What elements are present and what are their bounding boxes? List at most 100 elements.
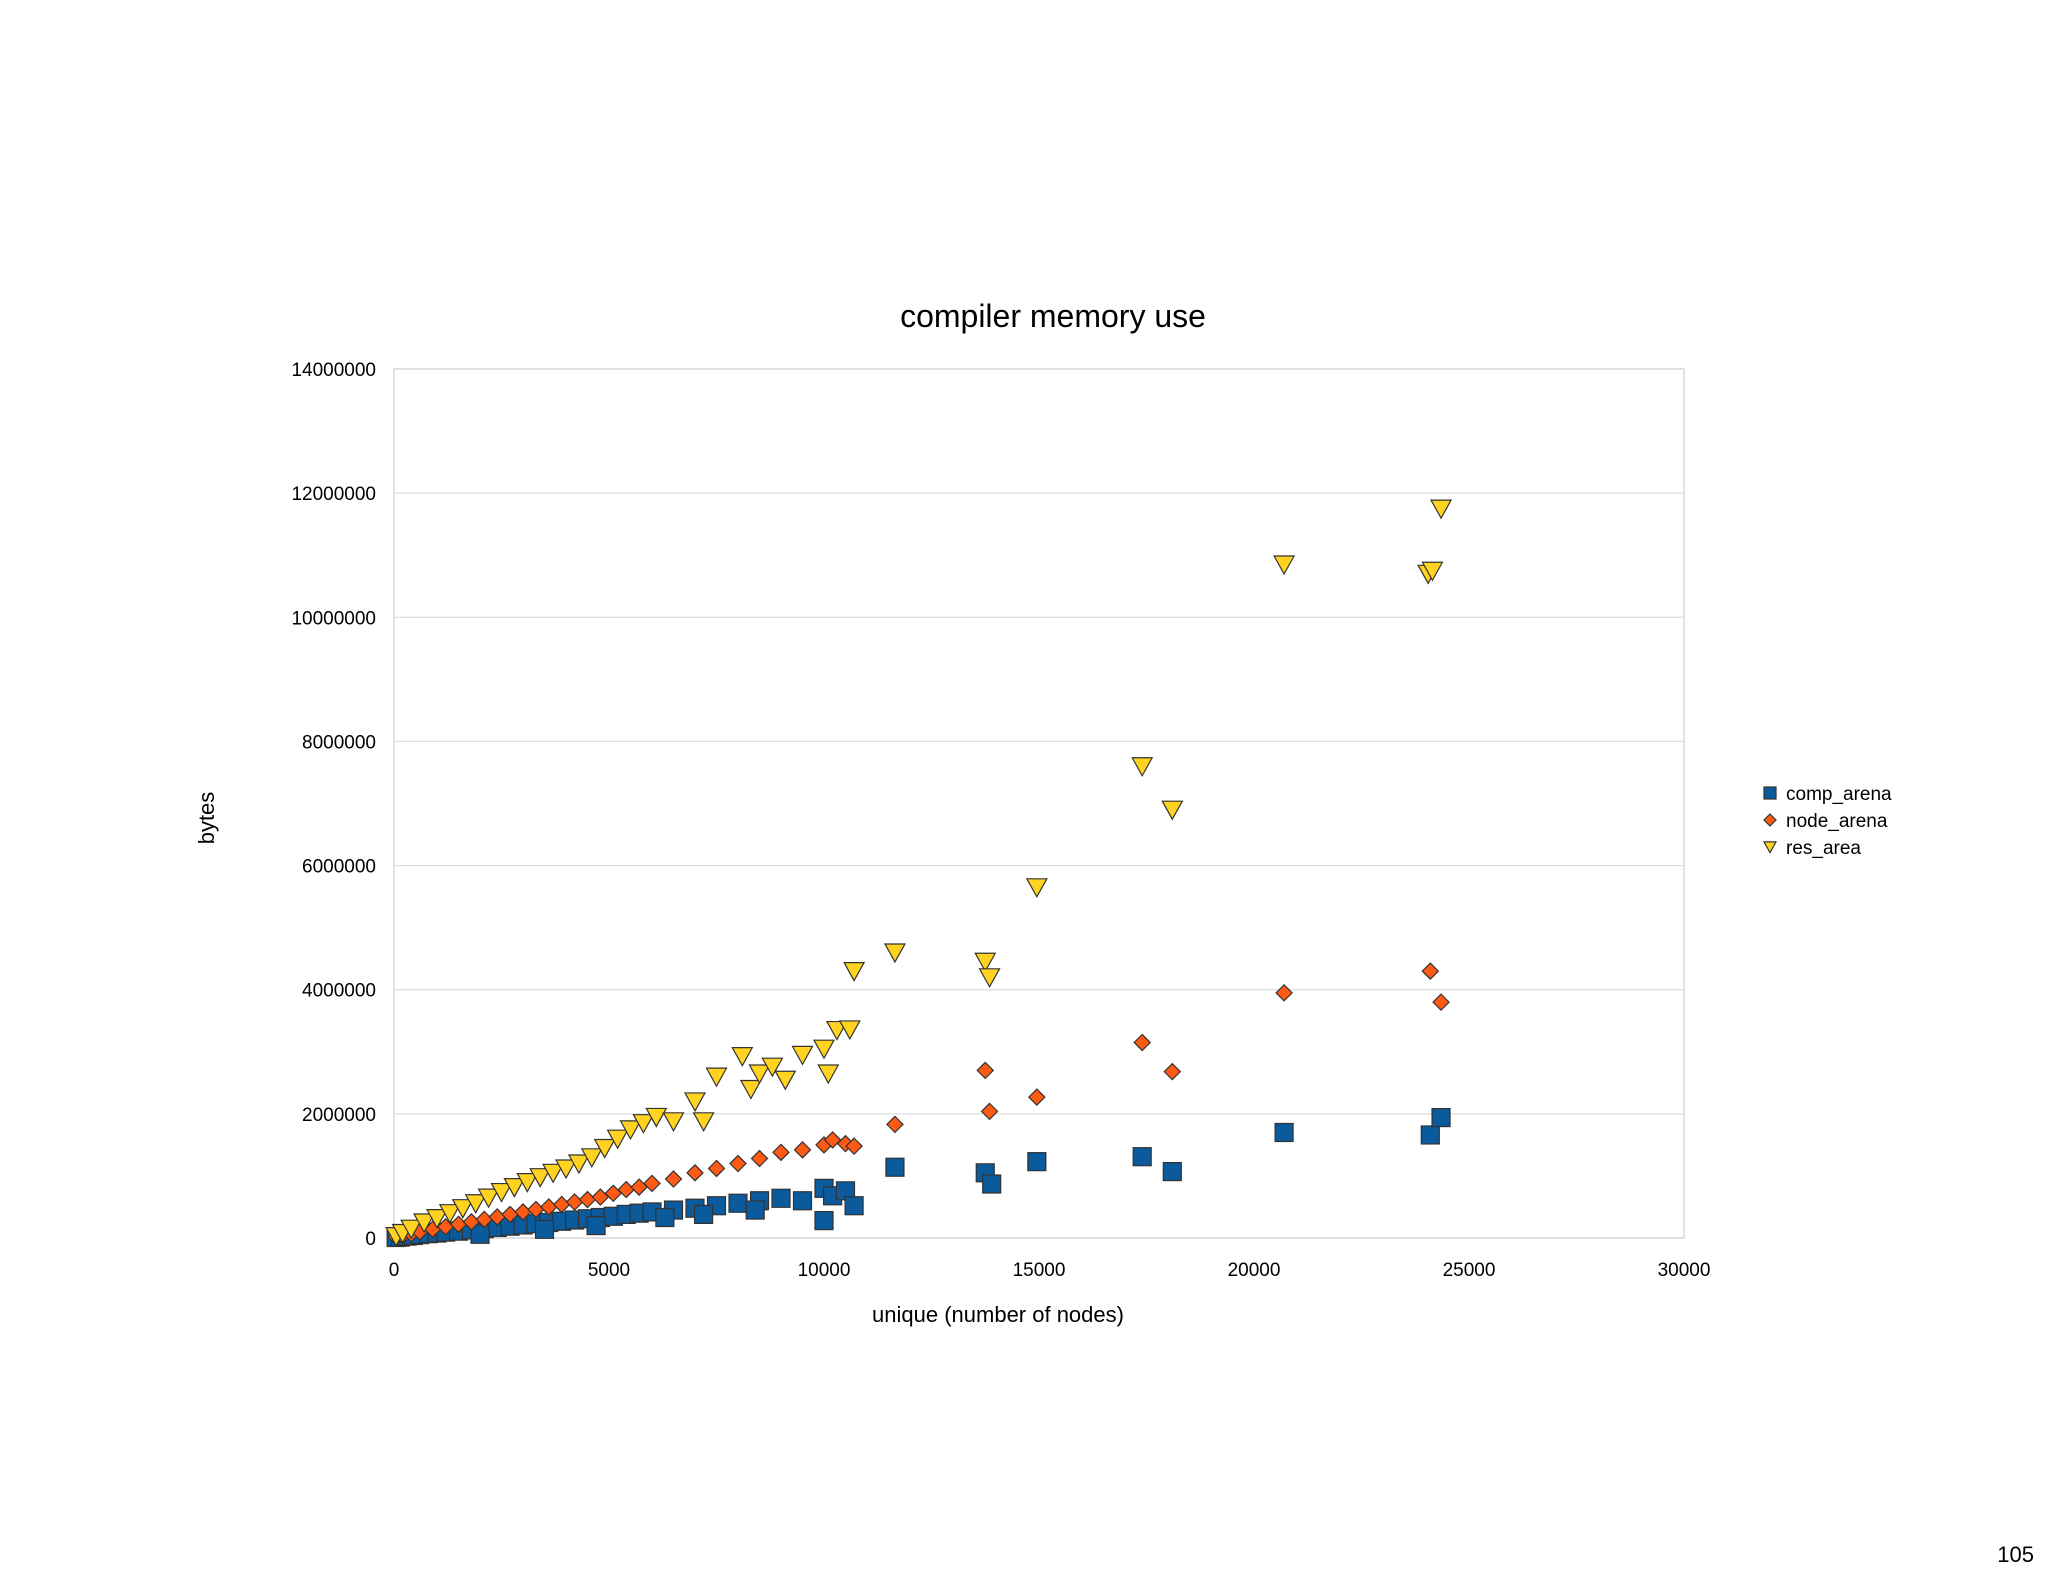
node_arena-point — [729, 1154, 747, 1173]
x-tick-label: 5000 — [588, 1260, 630, 1281]
node_arena-point — [552, 1195, 571, 1214]
axis-ticks: 0 2000000 4000000 6000000 8000000 10000000 120… — [291, 360, 1710, 1281]
y-tick-label: 4000000 — [302, 981, 376, 1002]
res_area-point — [464, 1194, 487, 1214]
comp_arena-point — [655, 1207, 675, 1228]
res_area-point — [567, 1154, 590, 1175]
x-tick-label: 20000 — [1228, 1260, 1281, 1281]
comp_arena-point — [844, 1196, 864, 1216]
legend: comp_arena node_arena res_area — [1762, 784, 1892, 859]
res_area-point — [791, 1045, 814, 1066]
res_area-point — [451, 1199, 474, 1219]
comp_arena-point — [1027, 1152, 1047, 1172]
chart-title: compiler memory use — [900, 298, 1206, 334]
y-tick-label: 14000000 — [291, 360, 376, 381]
res_area-point — [477, 1188, 500, 1209]
res_area-point — [843, 961, 866, 982]
node_arena-point — [886, 1115, 904, 1134]
comp_arena-point — [1274, 1122, 1294, 1143]
node_arena-point — [845, 1137, 863, 1155]
x-tick-label: 10000 — [798, 1260, 851, 1281]
node_arena-point — [707, 1159, 726, 1178]
comp_arena-point — [814, 1211, 834, 1231]
res_area-point — [438, 1204, 461, 1224]
res_area-point — [838, 1020, 861, 1041]
x-tick-label: 25000 — [1443, 1260, 1496, 1281]
series-res_area — [385, 499, 1453, 1247]
res_area-point — [619, 1120, 642, 1141]
node_arena-point — [1133, 1033, 1152, 1052]
res_area-point — [705, 1067, 728, 1088]
node_arena-point — [1028, 1088, 1046, 1106]
y-tick-label: 2000000 — [302, 1105, 376, 1126]
y-tick-label: 8000000 — [302, 732, 376, 753]
res_area-point — [812, 1039, 836, 1060]
comp_arena-point — [728, 1193, 748, 1213]
legend-marker-res_area — [1762, 841, 1778, 854]
node_arena-point — [823, 1131, 842, 1149]
comp_arena-point — [792, 1191, 813, 1211]
comp_arena-point — [1420, 1125, 1440, 1145]
res_area-point — [490, 1182, 513, 1203]
res_area-point — [425, 1209, 449, 1229]
series-comp_arena — [386, 1107, 1451, 1248]
res_area-point — [883, 943, 906, 964]
x-tick-label: 30000 — [1658, 1260, 1711, 1281]
comp_arena-point — [982, 1174, 1002, 1194]
node_arena-point — [643, 1174, 661, 1193]
res_area-point — [645, 1107, 668, 1128]
node_arena-point — [1275, 983, 1293, 1002]
res_area-point — [683, 1092, 707, 1113]
node_arena-point — [664, 1170, 683, 1188]
legend-marker-comp_arena — [1763, 786, 1777, 800]
node_arena-point — [976, 1061, 995, 1080]
legend-label: node_arena — [1786, 811, 1888, 832]
node_arena-point — [578, 1190, 597, 1209]
page-number: 105 — [1997, 1542, 2034, 1567]
x-tick-label: 15000 — [1013, 1260, 1066, 1281]
comp_arena-point — [771, 1188, 791, 1208]
res_area-point — [774, 1070, 797, 1091]
res_area-point — [739, 1079, 762, 1100]
res_area-point — [748, 1064, 771, 1085]
node_arena-point — [617, 1180, 636, 1199]
node_arena-point — [1432, 993, 1450, 1011]
res_area-point — [731, 1047, 754, 1067]
node_arena-point — [591, 1188, 610, 1206]
res_area-point — [1025, 878, 1048, 899]
res_area-point — [632, 1114, 655, 1134]
res_area-point — [413, 1213, 436, 1234]
grid — [394, 368, 1684, 1239]
comp_arena-point — [745, 1200, 765, 1220]
res_area-point — [761, 1057, 784, 1078]
res_area-point — [593, 1138, 616, 1159]
res_area-point — [974, 952, 997, 973]
node_arena-point — [750, 1149, 769, 1168]
res_area-point — [1161, 800, 1184, 821]
x-tick-label: 0 — [389, 1260, 400, 1281]
legend-label: comp_arena — [1786, 784, 1892, 805]
node_arena-point — [686, 1163, 704, 1182]
res_area-point — [542, 1163, 565, 1184]
comp_arena-point — [885, 1157, 905, 1177]
x-axis-label: unique (number of nodes) — [872, 1302, 1124, 1327]
node_arena-point — [772, 1143, 790, 1162]
legend-marker-node_arena — [1763, 813, 1777, 827]
y-tick-label: 10000000 — [291, 608, 376, 629]
res_area-point — [825, 1020, 848, 1041]
legend-label: res_area — [1786, 838, 1861, 859]
series-node_arena — [387, 962, 1450, 1246]
data-points — [385, 499, 1453, 1248]
node_arena-point — [604, 1184, 623, 1203]
node_arena-point — [630, 1178, 648, 1196]
y-axis-label: bytes — [194, 792, 219, 845]
res_area-point — [1421, 561, 1444, 582]
comp_arena-point — [1162, 1161, 1182, 1182]
res_area-point — [580, 1148, 603, 1169]
comp_arena-point — [693, 1204, 714, 1225]
comp_arena-point — [1132, 1147, 1152, 1167]
res_area-point — [1273, 555, 1296, 576]
res_area-point — [516, 1173, 539, 1193]
res_area-point — [1430, 499, 1453, 520]
